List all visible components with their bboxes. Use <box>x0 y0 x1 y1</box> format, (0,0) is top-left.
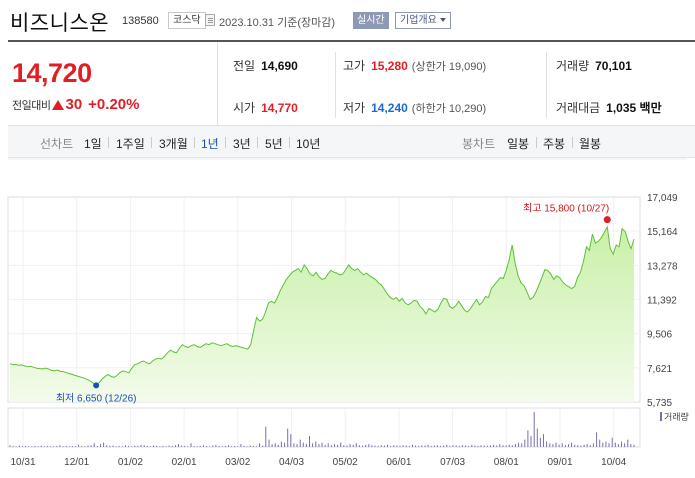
high-label: 최고 15,800 (10/27) <box>523 203 609 215</box>
volume-swatch <box>660 412 662 421</box>
stat-value: 1,035 백만 <box>606 101 662 115</box>
stat-high: 고가 15,280 (상한가 19,090) <box>343 57 486 74</box>
upper-limit: (상한가 19,090) <box>411 61 487 73</box>
stat-prev-close: 전일 14,690 <box>233 57 298 74</box>
stat-label: 저가 <box>343 101 366 115</box>
divider <box>194 137 195 148</box>
stat-label: 거래대금 <box>556 101 601 115</box>
realtime-button[interactable]: 실시간 <box>353 12 389 29</box>
x-tick-label: 02/01 <box>172 457 197 468</box>
divider <box>108 137 109 148</box>
change-percent: +0.20% <box>88 96 140 113</box>
x-tick-label: 09/01 <box>547 457 572 468</box>
divider <box>335 52 336 118</box>
stat-amount: 거래대금 1,035 백만 <box>556 99 662 116</box>
x-tick-label: 10/04 <box>601 457 626 468</box>
base-date: 2023.10.31 기준(장마감) <box>219 17 336 29</box>
x-tick-label: 07/03 <box>440 457 465 468</box>
stat-label: 거래량 <box>556 59 590 73</box>
period-selector: 선차트 1일 1주일 3개월 1년 3년 5년 10년 봉차트 일봉 주봉 월봉 <box>8 126 695 158</box>
up-triangle-icon <box>52 100 65 110</box>
y-tick-label: 7,621 <box>647 364 672 375</box>
x-tick-label: 12/01 <box>64 457 89 468</box>
change-value: 30 <box>65 96 83 113</box>
stat-label: 고가 <box>343 59 366 73</box>
lower-limit: (하한가 10,290) <box>411 103 487 115</box>
candle-monthly[interactable]: 월봉 <box>579 137 602 151</box>
price-chart: 17,049 15,164 13,278 11,392 9,506 7,621 5,735 1… <box>0 158 695 478</box>
divider <box>257 137 258 148</box>
divider <box>151 137 152 148</box>
period-3y[interactable]: 3년 <box>233 137 251 151</box>
price-box: 14,720 전일대비 30 +0.20% <box>8 42 218 126</box>
document-icon[interactable] <box>205 14 215 26</box>
period-3m[interactable]: 3개월 <box>159 137 188 151</box>
period-1d[interactable]: 1일 <box>84 137 102 151</box>
low-label: 최저 6,650 (12/26) <box>56 392 137 404</box>
stat-value: 14,770 <box>261 101 298 115</box>
period-1w[interactable]: 1주일 <box>116 137 145 151</box>
candle-weekly[interactable]: 주봉 <box>543 137 566 151</box>
divider <box>536 137 537 148</box>
high-marker <box>603 216 611 224</box>
x-tick-label: 05/02 <box>333 457 358 468</box>
divider <box>572 137 573 148</box>
x-tick-label: 01/02 <box>118 457 143 468</box>
divider <box>546 52 547 118</box>
volume-legend-label: 거래량 <box>664 412 689 422</box>
line-chart-title: 선차트 <box>40 137 74 151</box>
stat-label: 시가 <box>233 101 256 115</box>
price-change: 전일대비 30 +0.20% <box>12 96 139 113</box>
y-tick-label: 17,049 <box>647 193 678 204</box>
stat-open: 시가 14,770 <box>233 99 298 116</box>
current-price: 14,720 <box>12 58 92 88</box>
period-5y[interactable]: 5년 <box>265 137 283 151</box>
low-marker <box>93 382 100 389</box>
x-tick-label: 10/31 <box>10 457 35 468</box>
y-tick-label: 15,164 <box>647 227 678 238</box>
x-tick-label: 08/01 <box>494 457 519 468</box>
stat-low: 저가 14,240 (하한가 10,290) <box>343 99 486 116</box>
company-overview-dropdown[interactable]: 기업개요 <box>395 12 451 29</box>
y-tick-label: 5,735 <box>647 398 672 409</box>
volume-legend: 거래량 <box>660 410 689 423</box>
company-overview-label: 기업개요 <box>400 15 437 26</box>
period-10y[interactable]: 10년 <box>296 137 321 151</box>
price-area <box>10 226 634 402</box>
stat-value: 14,240 <box>371 101 408 115</box>
y-tick-label: 13,278 <box>647 261 678 272</box>
chevron-down-icon <box>439 18 446 23</box>
x-tick-label: 06/01 <box>386 457 411 468</box>
divider <box>289 137 290 148</box>
y-tick-label: 11,392 <box>647 296 677 307</box>
x-tick-label: 04/03 <box>279 457 304 468</box>
quote-summary: 14,720 전일대비 30 +0.20% 전일 14,690 고가 15,280 (상한… <box>8 40 695 126</box>
stat-value: 70,101 <box>595 59 632 73</box>
divider <box>225 137 226 148</box>
volume-frame <box>7 407 641 448</box>
candle-daily[interactable]: 일봉 <box>507 137 530 151</box>
stat-volume: 거래량 70,101 <box>556 57 632 74</box>
stock-name: 비즈니스온 <box>10 12 110 35</box>
x-tick-label: 03/02 <box>225 457 250 468</box>
stock-code: 138580 <box>122 15 159 27</box>
market-badge: 코스닥 <box>168 12 206 29</box>
price-chart-svg: 17,049 15,164 13,278 11,392 9,506 7,621 5,735 1… <box>7 158 687 468</box>
period-1y[interactable]: 1년 <box>201 137 219 151</box>
stat-value: 15,280 <box>371 59 408 73</box>
change-label: 전일대비 <box>12 100 51 112</box>
candle-chart-title: 봉차트 <box>462 137 496 151</box>
y-tick-label: 9,506 <box>647 330 672 341</box>
stock-header: 비즈니스온 138580 코스닥 2023.10.31 기준(장마감) 실시간 … <box>0 0 695 40</box>
stat-value: 14,690 <box>261 59 298 73</box>
price-line <box>9 225 635 387</box>
stat-label: 전일 <box>233 59 256 73</box>
